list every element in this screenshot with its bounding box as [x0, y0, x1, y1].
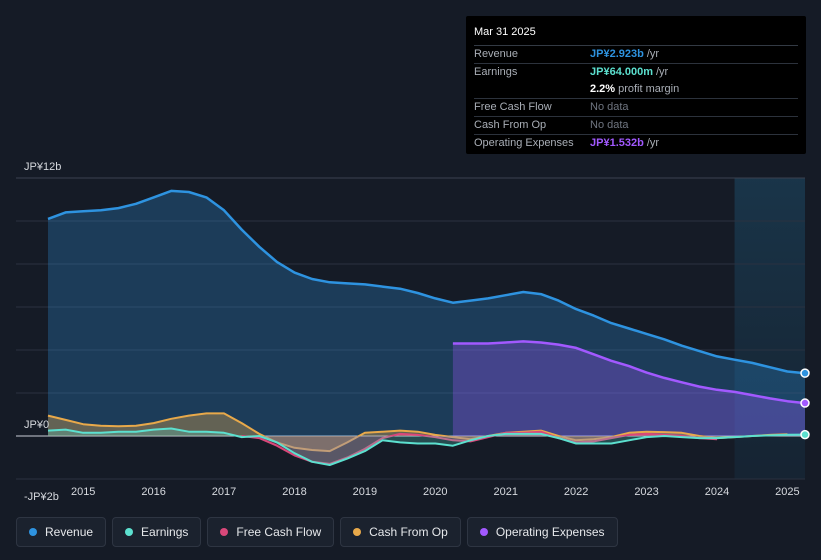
operating-expenses-line [452, 340, 806, 405]
x-axis-label: 2020 [423, 486, 447, 498]
legend-label: Cash From Op [369, 525, 448, 539]
financial-chart: JP¥12b JP¥0 -JP¥2b 2015 2016 2017 2018 2019 2020… [16, 161, 810, 503]
tooltip-value: JP¥64.000m [590, 66, 653, 78]
x-axis-label: 2023 [634, 486, 658, 498]
tooltip-value: 2.2% [590, 83, 616, 95]
x-axis-label: 2017 [212, 486, 236, 498]
legend-dot-icon [29, 528, 37, 536]
earnings-line [47, 427, 806, 466]
operating-expenses-end-marker [800, 398, 810, 408]
tooltip-label: Free Cash Flow [474, 101, 552, 113]
legend-label: Free Cash Flow [236, 525, 322, 539]
tooltip-row-revenue: Revenue JP¥2.923b /yr [474, 46, 798, 64]
tooltip-row-earnings: Earnings JP¥64.000m /yr [474, 64, 798, 81]
legend-label: Earnings [141, 525, 189, 539]
tooltip-row-cash-from-op: Cash From Op No data [474, 117, 798, 135]
legend-item-cash-from-op[interactable]: Cash From Op [340, 517, 461, 547]
tooltip-suffix: profit margin [618, 83, 680, 95]
legend-item-operating-expenses[interactable]: Operating Expenses [466, 517, 618, 547]
y-axis-label: JP¥12b [24, 161, 61, 173]
x-axis-label: 2019 [353, 486, 377, 498]
tooltip-label: Cash From Op [474, 119, 547, 131]
tooltip-suffix: /yr [646, 137, 660, 149]
legend-dot-icon [220, 528, 229, 536]
y-axis-label: JP¥0 [24, 419, 49, 431]
legend-item-earnings[interactable]: Earnings [112, 517, 202, 547]
tooltip-label [474, 81, 590, 98]
x-axis-label: 2018 [282, 486, 306, 498]
tooltip-value: JP¥1.532b [590, 137, 644, 149]
earnings-end-marker [800, 429, 810, 440]
chart-legend: Revenue Earnings Free Cash Flow Cash Fro… [16, 517, 618, 549]
operating-expenses-area [452, 341, 805, 436]
data-tooltip: Mar 31 2025 Revenue JP¥2.923b /yr Earnin… [466, 16, 806, 154]
legend-item-free-cash-flow[interactable]: Free Cash Flow [207, 517, 335, 547]
revenue-area [48, 190, 805, 436]
tooltip-value: JP¥2.923b [590, 48, 644, 60]
tooltip-row-free-cash-flow: Free Cash Flow No data [474, 99, 798, 117]
revenue-end-marker [800, 368, 810, 378]
tooltip-label: Revenue [474, 48, 519, 60]
x-axis-label: 2016 [141, 486, 165, 498]
x-axis-label: 2015 [71, 486, 95, 498]
tooltip-label: Earnings [474, 66, 518, 78]
legend-dot-icon [125, 528, 134, 536]
x-axis-label: 2021 [493, 486, 517, 498]
earnings-area [48, 428, 805, 465]
forecast-region [734, 178, 805, 479]
x-axis-label: 2024 [705, 486, 729, 498]
tooltip-suffix: No data [590, 101, 629, 113]
revenue-line [47, 189, 806, 375]
x-axis-label: 2022 [564, 486, 588, 498]
tooltip-label: Operating Expenses [474, 137, 574, 149]
legend-dot-icon [479, 528, 488, 536]
y-axis-label: -JP¥2b [24, 491, 59, 503]
tooltip-date: Mar 31 2025 [474, 24, 798, 46]
tooltip-suffix: No data [590, 119, 629, 131]
tooltip-suffix: /yr [646, 48, 660, 60]
x-axis-label: 2025 [775, 486, 799, 498]
tooltip-row-margin: 2.2% profit margin [474, 81, 798, 99]
legend-label: Operating Expenses [495, 525, 605, 539]
legend-label: Revenue [45, 525, 94, 539]
legend-item-revenue[interactable]: Revenue [16, 517, 107, 547]
tooltip-row-operating-expenses: Operating Expenses JP¥1.532b /yr [474, 135, 798, 152]
cash-from-op-line [47, 412, 788, 453]
legend-dot-icon [353, 528, 362, 536]
tooltip-suffix: /yr [656, 66, 669, 78]
